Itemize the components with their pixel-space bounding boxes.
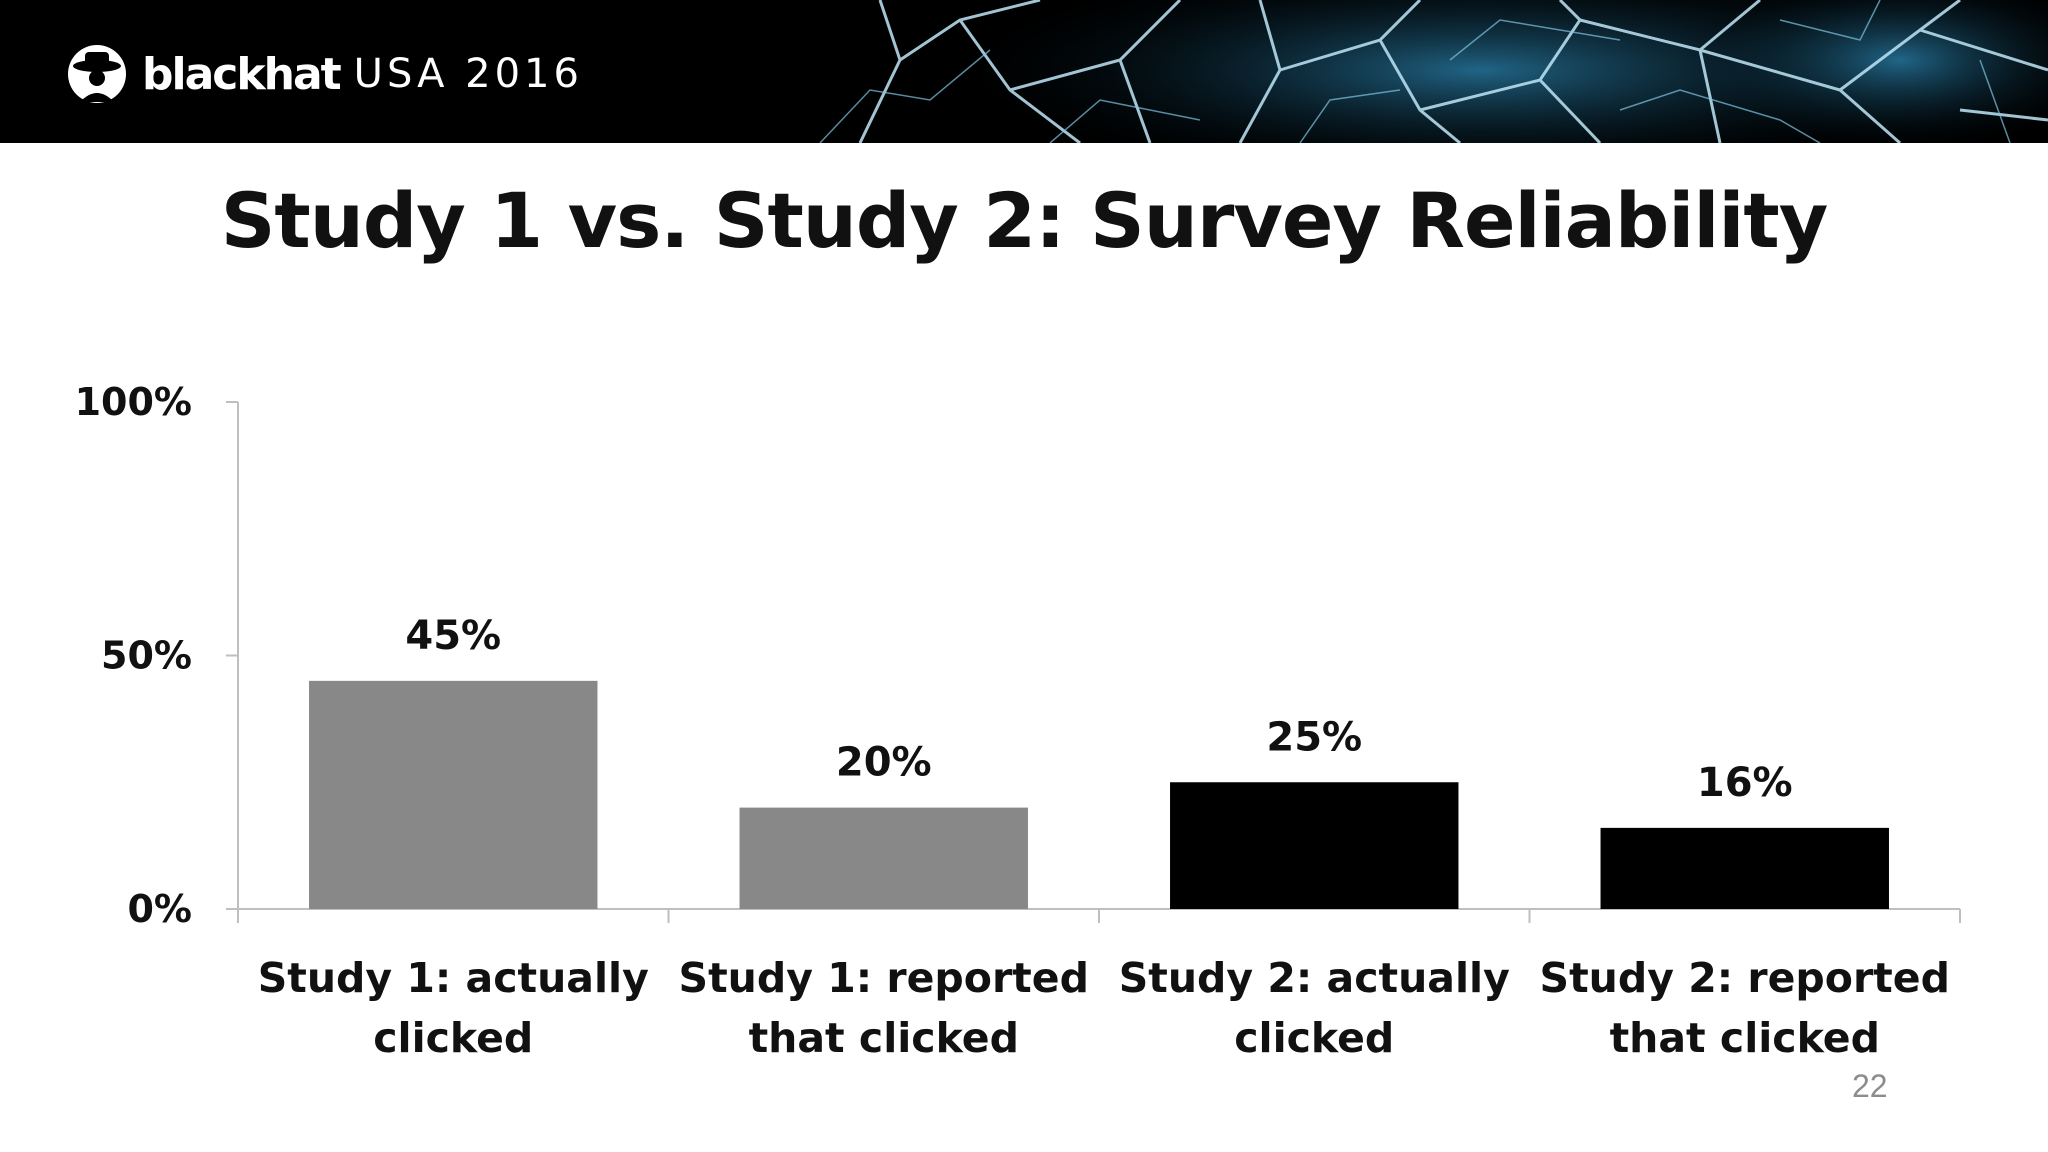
- category-label: Study 1: actually: [258, 954, 649, 1002]
- header-banner: blackhat USA 2016: [0, 0, 2048, 143]
- brand-name: blackhat: [142, 48, 342, 100]
- y-tick-label: 50%: [101, 634, 192, 678]
- shattered-glass-art: [819, 0, 2048, 143]
- data-label: 45%: [405, 613, 501, 659]
- slide-title: Study 1 vs. Study 2: Survey Reliability: [220, 176, 1829, 265]
- brand-event: USA 2016: [353, 51, 583, 97]
- category-label: Study 2: actually: [1119, 954, 1510, 1002]
- data-label: 16%: [1697, 760, 1793, 806]
- bar: [309, 680, 598, 909]
- category-label: clicked: [373, 1014, 533, 1062]
- category-label: Study 2: reported: [1540, 954, 1950, 1002]
- bar: [1600, 827, 1889, 909]
- category-label: that clicked: [749, 1014, 1019, 1062]
- data-label: 20%: [836, 740, 932, 786]
- category-label: that clicked: [1610, 1014, 1880, 1062]
- category-label: clicked: [1234, 1014, 1394, 1062]
- y-tick-label: 0%: [127, 887, 192, 931]
- category-label: Study 1: reported: [679, 954, 1089, 1002]
- data-label: 25%: [1266, 714, 1362, 760]
- blackhat-logo: blackhat USA 2016: [66, 44, 583, 104]
- bar: [1170, 782, 1459, 909]
- bar: [739, 807, 1028, 909]
- page-number: 22: [1852, 1068, 1888, 1104]
- hat-figure-icon: [68, 45, 126, 103]
- y-tick-label: 100%: [75, 380, 192, 424]
